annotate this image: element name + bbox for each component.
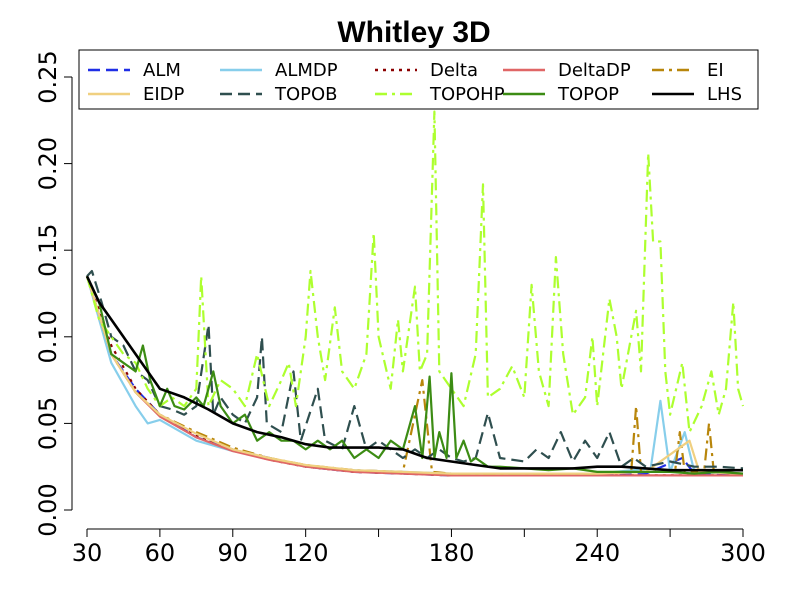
x-tick-label: 240 [574, 539, 620, 567]
x-tick-label: 300 [720, 539, 766, 567]
x-tick-label: 60 [145, 539, 176, 567]
series-line-topop [86, 275, 744, 475]
legend-label-delta: Delta [430, 60, 478, 81]
series-line-delta [85, 275, 743, 477]
y-tick-label: 0.05 [34, 397, 62, 450]
x-tick-label: 120 [283, 539, 329, 567]
legend-label-eidp: EIDP [143, 84, 185, 105]
x-tick-label: 180 [429, 539, 475, 567]
y-tick-label: 0.15 [34, 223, 62, 276]
legend-label-topohp: TOPOHP [429, 84, 505, 105]
y-tick-label: 0.25 [34, 50, 62, 103]
y-tick-label: 0.10 [34, 310, 62, 363]
legend-label-almdp: ALMDP [275, 60, 338, 81]
legend-label-deltadp: DeltaDP [558, 60, 631, 81]
series-line-almdp [85, 275, 744, 475]
legend-label-lhs: LHS [707, 84, 742, 105]
y-tick-label: 0.20 [34, 137, 62, 190]
x-axis: 30 60 90 120 180 240 300 [72, 528, 766, 567]
legend-label-alm: ALM [143, 60, 181, 81]
legend-label-ei: EI [707, 60, 724, 81]
series-line-alm [85, 275, 744, 477]
series-line-lhs [85, 275, 743, 472]
series-line-ei [85, 275, 744, 475]
y-tick-label: 0.00 [34, 483, 62, 536]
series-line-topob [86, 269, 744, 470]
x-tick-label: 30 [72, 539, 103, 567]
series-line-eidp [85, 275, 744, 475]
legend: ALM ALMDP Delta DeltaDP EI EIDP TOPOB TOPOHP TOP… [78, 49, 759, 110]
series-line-topohp [85, 110, 745, 434]
series-line-deltadp [85, 275, 743, 477]
x-tick-label: 90 [218, 539, 249, 567]
series-layer [85, 110, 745, 477]
legend-box [78, 49, 759, 110]
legend-label-topob: TOPOB [274, 84, 338, 105]
y-axis: 0.00 0.05 0.10 0.15 0.20 0.25 [34, 50, 73, 537]
chart-title: Whitley 3D [337, 16, 490, 49]
legend-label-topop: TOPOP [557, 84, 619, 105]
